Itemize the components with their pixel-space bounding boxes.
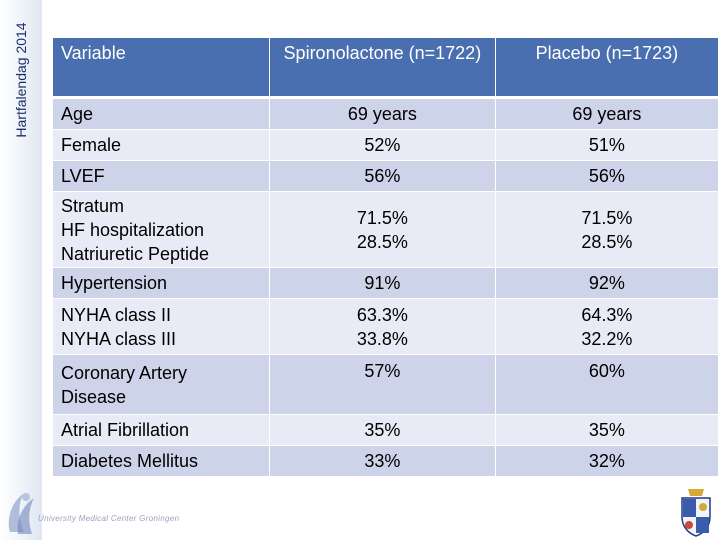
cell-spironolactone: 69 years [268,99,495,129]
table-row: Hypertension 91% 92% [53,267,718,298]
cell-spironolactone: 33% [268,445,495,476]
cell-spironolactone: 52% [268,129,495,160]
cell-placebo: 71.5% 28.5% [494,191,718,267]
sidebar-band: Hartfalendag 2014 [0,0,42,540]
cell-placebo: 64.3% 32.2% [494,298,718,354]
cell-spironolactone: 91% [268,267,495,298]
cell-spironolactone: 35% [268,414,495,445]
table-row: Coronary Artery Disease 57% 60% [53,354,718,414]
coat-of-arms-icon [681,489,711,537]
table-row: Atrial Fibrillation 35% 35% [53,414,718,445]
cell-placebo: 92% [494,267,718,298]
table-row: LVEF 56% 56% [53,160,718,191]
cell-spironolactone: 56% [268,160,495,191]
cell-placebo: 51% [494,129,718,160]
cell-variable: Female [53,129,269,160]
table-row: NYHA class II NYHA class III 63.3% 33.8%… [53,298,718,354]
table-row: Age 69 years 69 years [53,99,718,129]
table-row: Diabetes Mellitus 33% 32% [53,445,718,476]
cell-variable: Coronary Artery Disease [53,354,269,414]
cell-spironolactone: 63.3% 33.8% [268,298,495,354]
baseline-characteristics-table: Variable Spironolactone (n=1722) Placebo… [53,38,718,476]
cell-placebo: 32% [494,445,718,476]
cell-variable: NYHA class II NYHA class III [53,298,269,354]
cell-variable: Stratum HF hospitalization Natriuretic P… [53,191,269,267]
cell-variable: Diabetes Mellitus [53,445,269,476]
cell-variable: LVEF [53,160,269,191]
cell-placebo: 60% [494,354,718,414]
cell-variable: Atrial Fibrillation [53,414,269,445]
table-row: Female 52% 51% [53,129,718,160]
umcg-logo-icon [8,493,34,534]
cell-variable: Age [53,99,269,129]
vertical-title: Hartfalendag 2014 [13,22,29,138]
cell-spironolactone: 57% [268,354,495,414]
table-row: Stratum HF hospitalization Natriuretic P… [53,191,718,267]
header-placebo: Placebo (n=1723) [494,38,718,99]
cell-placebo: 56% [494,160,718,191]
table-header-row: Variable Spironolactone (n=1722) Placebo… [53,38,718,99]
cell-spironolactone: 71.5% 28.5% [268,191,495,267]
header-variable: Variable [53,38,269,99]
cell-placebo: 35% [494,414,718,445]
footer-institution: University Medical Center Groningen [38,514,180,523]
header-spironolactone: Spironolactone (n=1722) [268,38,495,99]
cell-placebo: 69 years [494,99,718,129]
cell-variable: Hypertension [53,267,269,298]
